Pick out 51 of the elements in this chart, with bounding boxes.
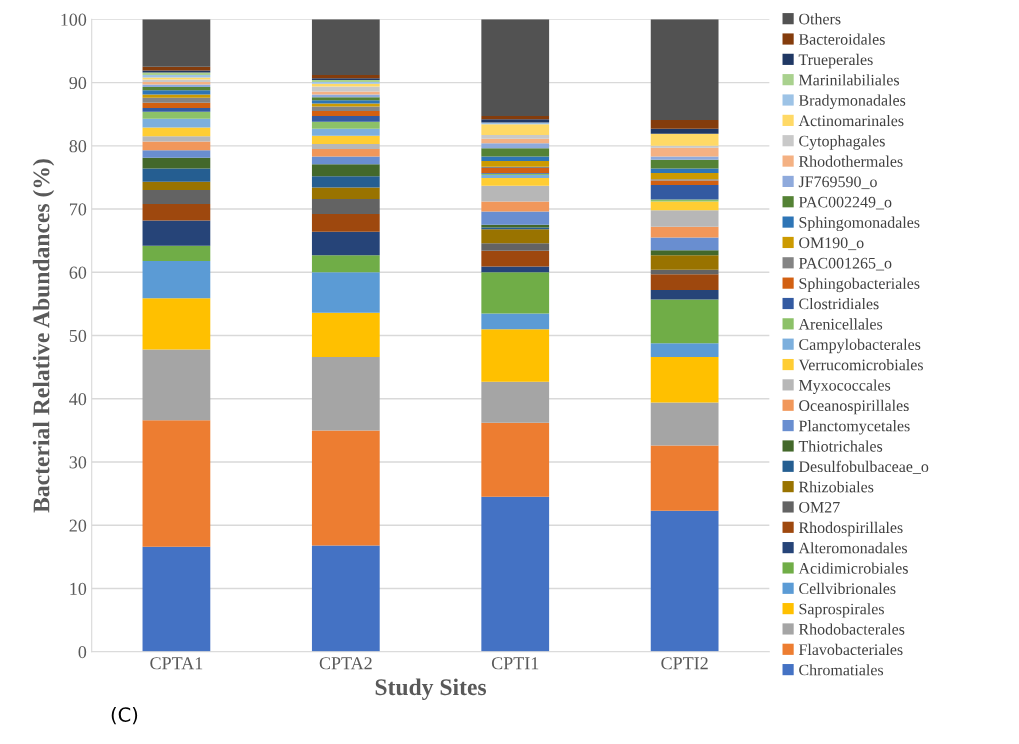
legend-label: OM190_o — [799, 237, 864, 251]
legend-label: Clostridiales — [799, 298, 879, 310]
y-tick-label: 90 — [69, 76, 87, 90]
y-tick-label: 30 — [69, 456, 87, 469]
legend-label: Bacteroidales — [798, 33, 885, 45]
legend-label: Thiotrichales — [798, 440, 883, 452]
legend-label: Chromatiales — [799, 664, 884, 676]
x-tick-label: CPTA1 — [150, 657, 203, 670]
legend-label: Rhodothermales — [798, 155, 903, 167]
legend-label: Bradymonadales — [798, 94, 906, 110]
y-tick-label: 60 — [69, 266, 87, 279]
y-tick-label: 40 — [69, 393, 87, 406]
y-tick-label: 0 — [78, 646, 87, 659]
x-tick-label: CPTI2 — [661, 657, 708, 670]
y-tick-label: 100 — [61, 13, 87, 26]
text: (C) — [111, 706, 138, 725]
legend-label: Sphingomonadales — [799, 216, 920, 232]
legend-label: Rhodospirillales — [798, 521, 903, 537]
legend-label: Rhizobiales — [798, 481, 874, 493]
x-tick-label: CPTI1 — [491, 657, 539, 670]
legend-label: Oceanospirillales — [799, 399, 909, 415]
legend-label: Alteromonadales — [798, 542, 908, 554]
legend-label: Others — [799, 13, 841, 25]
legend-label: PAC002249_o — [798, 196, 892, 210]
legend-label: PAC001265_o — [798, 257, 892, 271]
legend-label: Actinomarinales — [798, 114, 904, 127]
legend-label: Marinilabiliales — [798, 74, 900, 86]
legend-label: Desulfobulbaceae_o — [798, 460, 929, 474]
legend-label: OM27 — [799, 501, 840, 513]
legend-label: Sphingobacteriales — [799, 277, 920, 293]
legend-label: Myxococcales — [798, 379, 891, 394]
legend-label: Cytophagales — [799, 135, 885, 150]
legend-label: Cellvibrionales — [799, 582, 896, 595]
legend-label: Rhodobacterales — [798, 623, 905, 635]
legend-label: Acidimicrobiales — [798, 562, 908, 574]
y-axis-title: Bacterial Relative Abundances (%) — [32, 159, 55, 513]
legend-label: Flavobacteriales — [798, 643, 903, 656]
y-tick-label: 10 — [70, 582, 87, 595]
legend-label: Trueperales — [798, 53, 873, 69]
x-tick-label: CPTA2 — [319, 657, 372, 670]
legend-label: Planctomycetales — [798, 420, 910, 435]
y-tick-label: 50 — [69, 329, 87, 342]
legend-label: Verrucomicrobiales — [798, 359, 923, 371]
legend-label: JF769590_o — [798, 176, 877, 190]
legend-label: Saprospirales — [799, 603, 884, 618]
y-tick-label: 70 — [69, 203, 87, 216]
y-tick-label: 20 — [69, 519, 87, 532]
x-axis-title: Study Sites — [375, 678, 487, 701]
legend-label: Campylobacterales — [799, 338, 921, 354]
legend-label: Arenicellales — [798, 318, 883, 330]
y-tick-label: 80 — [69, 140, 87, 153]
